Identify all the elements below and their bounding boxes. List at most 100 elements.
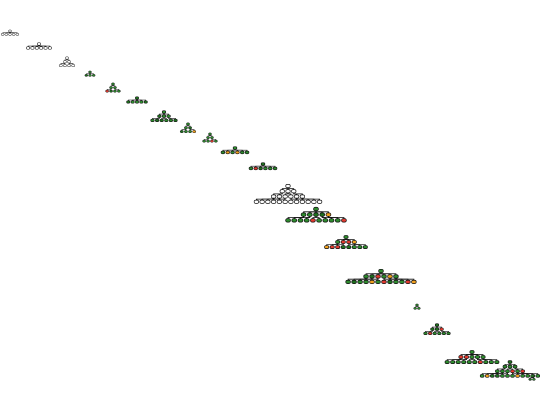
tree-edge [416,306,420,308]
tree-node [232,146,238,150]
tree-node [335,245,341,249]
tree-node [179,130,184,133]
tree-edge [315,210,329,213]
tree-node [434,327,440,331]
tree-node [139,100,144,104]
tree-node [279,189,285,194]
tree-node [369,279,375,284]
tree-node [437,331,442,335]
tree-node [299,199,305,204]
tree-edge [441,330,449,333]
tree-node [329,245,335,249]
tree-edge [287,192,292,195]
tree-node [311,199,317,204]
tree-node [432,331,437,335]
tree-node [43,46,48,50]
tree-edge [531,377,535,379]
tree-node [291,218,298,223]
tree-node [186,122,190,126]
tree-node [387,274,393,279]
tree-edge [287,187,295,190]
tree-node [272,166,278,171]
tree-node [47,46,52,50]
tree-node [8,33,12,36]
tree-node [184,126,188,130]
tree-edge [114,88,120,91]
tree-node [510,374,515,378]
tree-node [155,118,160,122]
tree-node [446,331,451,335]
tree-t2 [26,42,52,50]
tree-t15 [345,268,417,284]
tree-edge [306,216,311,219]
tree-node [515,369,520,373]
tree-node [303,218,310,223]
tree-edge [38,45,51,47]
tree-node [109,86,113,89]
tree-t3 [58,56,76,67]
tree-node [258,166,263,171]
tree-node [341,218,347,223]
tree-node [268,166,273,171]
tree-node [480,355,486,359]
tree-node [450,360,456,364]
tree-node [37,42,41,46]
tree-node [30,46,35,50]
tree-node [512,364,518,369]
tree-t17 [423,323,451,335]
tree-node [276,194,282,199]
tree-node [515,374,520,378]
tree-edge [509,363,516,366]
tree-node [510,369,515,373]
tree-edge [497,372,503,375]
tree-node [375,274,381,279]
tree-node [39,46,44,50]
tree-node [494,360,500,364]
tree-node [157,114,162,118]
tree-node [260,162,266,166]
tree-node [135,100,139,104]
tree-node [285,218,291,223]
tree-node [126,100,131,104]
tree-node [343,235,349,239]
tree-node [297,218,304,223]
tree-node [357,245,363,249]
tree-edge [512,372,518,375]
tree-node [214,139,218,143]
tree-node [276,199,282,204]
tree-t19 [479,360,540,378]
tree-node [161,114,167,118]
tree-node [291,189,297,194]
tree-node [67,64,71,67]
tree-edge [293,216,304,219]
tree-edge [112,85,116,87]
tree-node [362,245,368,249]
tree-node [455,360,461,364]
tree-node [248,166,254,171]
tree-node [405,279,411,284]
tree-node [428,331,433,335]
tree-node [346,240,352,244]
tree-node [313,206,319,212]
tree-edge [348,243,355,246]
tree-node [210,136,214,139]
tree-node [188,130,192,133]
tree-t16 [413,303,421,310]
tree-node [11,33,16,36]
tree-node [305,199,311,204]
tree-node [381,274,387,279]
tree-node [378,268,384,274]
tree-node [164,118,169,122]
tree-edge [345,238,355,241]
tree-edge [68,62,74,65]
tree-edge [156,117,160,120]
tree-edge [234,149,248,152]
tree-node [483,360,489,364]
tree-edge [187,125,191,127]
tree-node [117,89,121,93]
tree-node [387,279,393,284]
tree-node [375,279,381,284]
tree-edge [315,216,320,219]
tree-node [253,166,258,171]
